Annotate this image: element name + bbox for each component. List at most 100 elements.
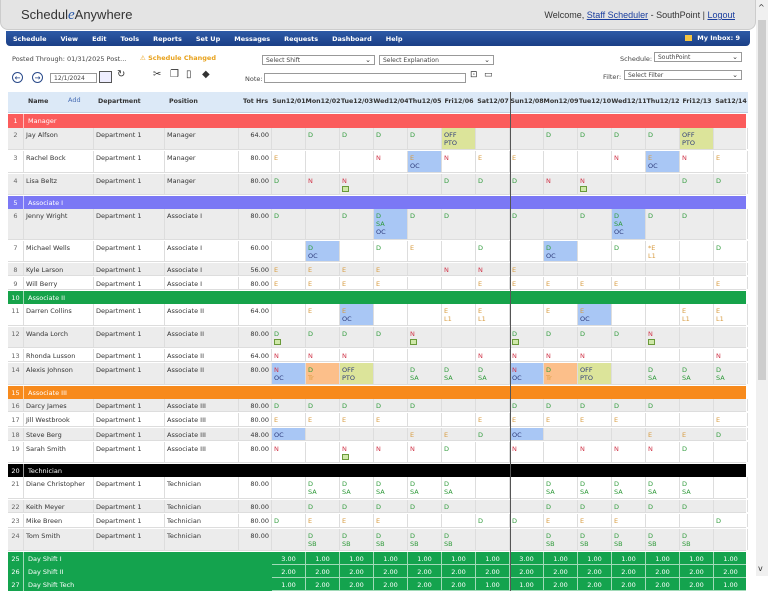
shift-cell[interactable]: [544, 151, 578, 172]
menu-schedule[interactable]: Schedule: [13, 34, 47, 43]
shift-cell[interactable]: D SB: [646, 529, 680, 550]
table-row[interactable]: 6 Jenny Wright Department 1 Associate I 80.0…: [8, 209, 748, 240]
employee-name[interactable]: Alexis Johnson: [24, 363, 94, 384]
shift-cell[interactable]: N: [578, 174, 612, 194]
shift-cell[interactable]: [306, 442, 340, 462]
shift-cell[interactable]: [306, 209, 340, 239]
shift-cell[interactable]: [476, 529, 510, 550]
col-header-day[interactable]: Sat 12/07: [476, 92, 510, 113]
shift-cell[interactable]: D: [646, 399, 680, 411]
shift-cell[interactable]: E L1: [714, 304, 748, 325]
shift-cell[interactable]: [578, 241, 612, 261]
shift-cell[interactable]: D SA: [544, 477, 578, 498]
shift-cell[interactable]: N: [272, 442, 306, 462]
menu-messages[interactable]: Messages: [234, 34, 271, 43]
shift-cell[interactable]: D SB: [680, 529, 714, 550]
shift-cell[interactable]: [408, 263, 442, 275]
col-header-day[interactable]: Tue 12/03: [340, 92, 374, 113]
schedule-changed[interactable]: ⚠ Schedule Changed: [140, 54, 216, 62]
shift-cell[interactable]: D: [544, 327, 578, 347]
shift-cell[interactable]: E: [544, 514, 578, 527]
shift-cell[interactable]: D: [272, 174, 306, 194]
shift-cell[interactable]: D SB: [544, 529, 578, 550]
next-week-button[interactable]: →: [32, 72, 43, 83]
shift-cell[interactable]: [714, 263, 748, 275]
col-header-num[interactable]: [8, 92, 24, 113]
employee-name[interactable]: Kyle Larson: [24, 263, 94, 275]
shift-cell[interactable]: [306, 151, 340, 172]
shift-cell[interactable]: D SA: [442, 363, 476, 384]
shift-cell[interactable]: E OC: [408, 151, 442, 172]
shift-cell[interactable]: E: [510, 277, 544, 289]
shift-cell[interactable]: E: [578, 514, 612, 527]
shift-cell[interactable]: [510, 241, 544, 261]
shift-cell[interactable]: D: [272, 209, 306, 239]
shift-cell[interactable]: [680, 263, 714, 275]
shift-cell[interactable]: E: [510, 413, 544, 426]
shift-cell[interactable]: D: [578, 399, 612, 411]
inbox-link[interactable]: My Inbox: 9: [685, 34, 740, 42]
shift-cell[interactable]: [340, 241, 374, 261]
select-shift[interactable]: Select Shift ⌄: [262, 55, 375, 65]
shift-cell[interactable]: E L1: [476, 304, 510, 325]
shift-cell[interactable]: [442, 349, 476, 361]
shift-cell[interactable]: N: [714, 349, 748, 361]
shift-cell[interactable]: N: [578, 349, 612, 361]
shift-cell[interactable]: D: [680, 209, 714, 239]
shift-cell[interactable]: [374, 349, 408, 361]
employee-name[interactable]: Wanda Lorch: [24, 327, 94, 347]
shift-cell[interactable]: [340, 151, 374, 172]
shift-cell[interactable]: D SA: [306, 477, 340, 498]
shift-cell[interactable]: OFF PTO: [442, 128, 476, 149]
employee-name[interactable]: Steve Berg: [24, 428, 94, 440]
shift-cell[interactable]: [442, 413, 476, 426]
shift-cell[interactable]: [612, 349, 646, 361]
shift-cell[interactable]: N: [374, 151, 408, 172]
col-header-tot-hrs[interactable]: Tot Hrs: [239, 92, 272, 113]
shift-cell[interactable]: D: [408, 500, 442, 512]
shift-cell[interactable]: D SA: [374, 477, 408, 498]
shift-cell[interactable]: E: [340, 263, 374, 275]
employee-name[interactable]: Rhonda Lusson: [24, 349, 94, 361]
shift-cell[interactable]: D: [578, 327, 612, 347]
col-header-day[interactable]: Wed 12/11: [611, 92, 647, 113]
shift-cell[interactable]: N: [510, 349, 544, 361]
shift-cell[interactable]: D: [612, 241, 646, 261]
shift-cell[interactable]: D: [340, 500, 374, 512]
employee-name[interactable]: Keith Meyer: [24, 500, 94, 512]
shift-cell[interactable]: D: [612, 399, 646, 411]
shift-cell[interactable]: D: [408, 399, 442, 411]
shift-cell[interactable]: E: [578, 277, 612, 289]
col-header-day[interactable]: Wed 12/04: [373, 92, 409, 113]
shift-cell[interactable]: N: [442, 151, 476, 172]
shift-cell[interactable]: [578, 428, 612, 440]
shift-cell[interactable]: [544, 209, 578, 239]
calendar-icon[interactable]: [99, 71, 112, 83]
employee-name[interactable]: Michael Wells: [24, 241, 94, 261]
shift-cell[interactable]: E L1: [680, 304, 714, 325]
employee-name[interactable]: Mike Breen: [24, 514, 94, 527]
shift-cell[interactable]: [680, 241, 714, 261]
shift-cell[interactable]: D: [340, 209, 374, 239]
employee-name[interactable]: Jenny Wright: [24, 209, 94, 239]
menu-requests[interactable]: Requests: [284, 34, 319, 43]
employee-name[interactable]: Lisa Beltz: [24, 174, 94, 194]
shift-cell[interactable]: E OC: [578, 304, 612, 325]
table-row[interactable]: 8 Kyle Larson Department 1 Associate I 56.00…: [8, 263, 748, 276]
employee-name[interactable]: Rachel Bock: [24, 151, 94, 172]
shift-cell[interactable]: [510, 477, 544, 498]
shift-cell[interactable]: D SA: [578, 477, 612, 498]
shift-cell[interactable]: E: [408, 428, 442, 440]
shift-cell[interactable]: E: [612, 514, 646, 527]
shift-cell[interactable]: D: [578, 500, 612, 512]
shift-cell[interactable]: D: [374, 399, 408, 411]
schedule-select[interactable]: SouthPoint ⌄: [654, 52, 742, 62]
shift-cell[interactable]: [476, 128, 510, 149]
shift-cell[interactable]: [714, 399, 748, 411]
shift-cell[interactable]: D: [442, 174, 476, 194]
shift-cell[interactable]: D: [374, 128, 408, 149]
shift-cell[interactable]: D SA OC: [612, 209, 646, 239]
shift-cell[interactable]: *E L1: [646, 241, 680, 261]
select-explanation[interactable]: Select Explanation ⌄: [379, 55, 494, 65]
shift-cell[interactable]: N: [646, 442, 680, 462]
